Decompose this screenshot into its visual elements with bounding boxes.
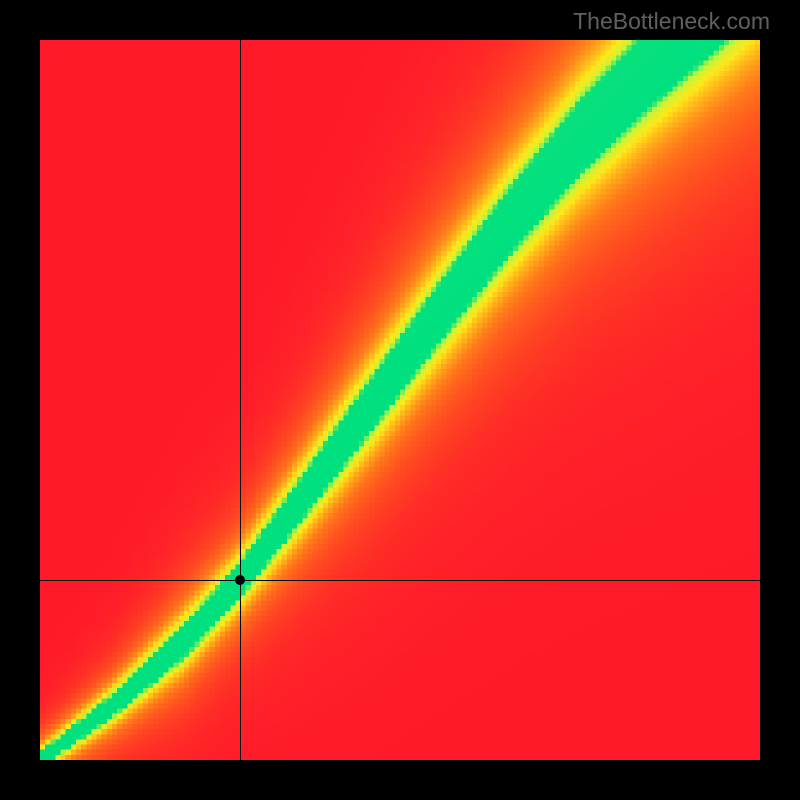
watermark-text: TheBottleneck.com (573, 8, 770, 35)
crosshair-horizontal (40, 580, 760, 581)
crosshair-vertical (240, 40, 241, 760)
crosshair-marker (235, 575, 245, 585)
bottleneck-heatmap (40, 40, 760, 760)
chart-container: TheBottleneck.com (0, 0, 800, 800)
